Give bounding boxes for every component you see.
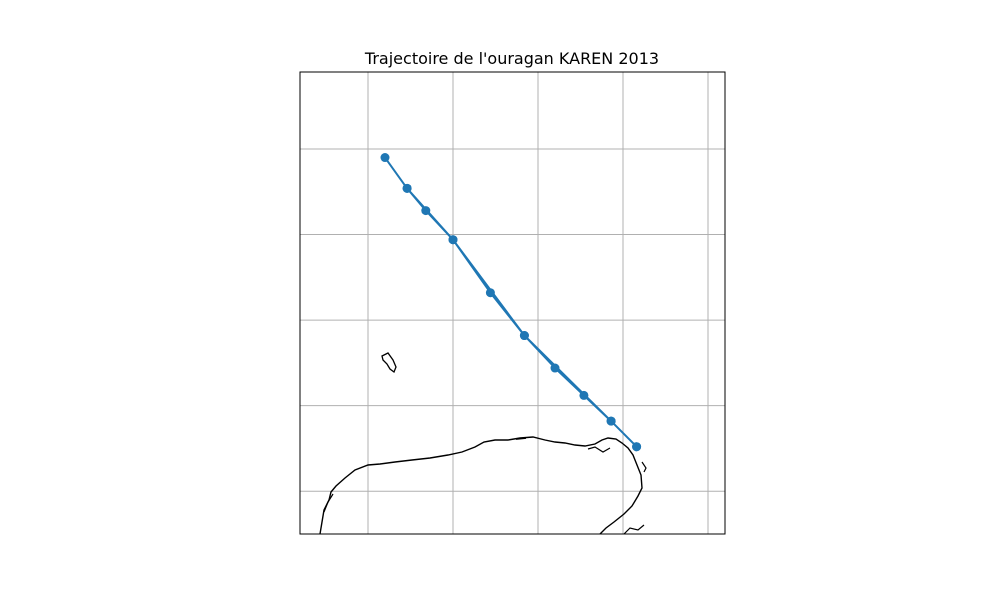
map-title: Trajectoire de l'ouragan KAREN 2013	[364, 49, 659, 68]
map-frame	[299, 71, 726, 535]
track-point-3	[550, 363, 560, 373]
coastline-island	[381, 352, 397, 374]
track-point-10	[402, 183, 412, 193]
coastline-mainland	[319, 436, 643, 534]
gridlines	[300, 72, 725, 534]
coastline-west-inlet	[323, 493, 334, 513]
coastline	[319, 352, 647, 534]
track	[380, 153, 642, 452]
track-point-13	[606, 416, 616, 426]
track-point-2	[579, 390, 589, 400]
track-point-9	[380, 153, 390, 163]
track-point-5	[485, 288, 495, 298]
coastline-spit	[515, 437, 527, 440]
track-point-11	[448, 235, 458, 245]
track-point-12	[519, 331, 529, 341]
track-line	[384, 156, 638, 448]
track-point-14	[632, 442, 642, 452]
coastline-islet-east	[641, 461, 647, 473]
coastline-peninsula	[587, 446, 611, 453]
track-point-7	[421, 206, 431, 216]
coastline-bay-south	[623, 524, 645, 534]
